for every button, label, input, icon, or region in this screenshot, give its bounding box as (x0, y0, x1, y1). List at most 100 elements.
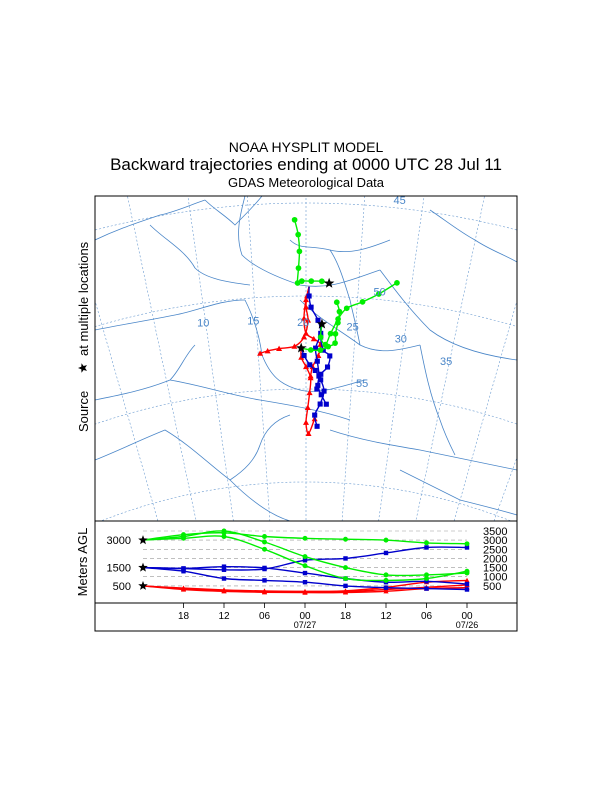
square-marker (312, 367, 318, 374)
parallel (95, 295, 517, 327)
square-marker (301, 352, 307, 359)
square-marker (314, 423, 320, 429)
longitude-label: 30 (395, 334, 407, 346)
circle-marker (464, 568, 470, 574)
meridian (127, 196, 197, 521)
source-star (316, 318, 328, 329)
coastline (204, 196, 263, 226)
meridian (95, 299, 159, 521)
circle-marker (333, 299, 340, 306)
triangle-marker (305, 430, 312, 437)
circle-marker (343, 576, 348, 582)
time-axis-frame (94, 602, 518, 632)
time-tick-label: 12 (380, 611, 392, 622)
square-marker (317, 401, 323, 407)
border (329, 249, 361, 346)
triangle-marker (309, 363, 316, 370)
square-marker (302, 579, 308, 585)
y-axis-label: Meters AGL (75, 528, 90, 597)
circle-marker (295, 265, 302, 271)
square-marker (424, 586, 429, 591)
time-tick-label: 06 (421, 611, 433, 622)
triangle-marker (180, 586, 187, 592)
latitude-label: 55 (356, 378, 368, 390)
time-tick-label: 18 (340, 611, 352, 622)
circle-marker (327, 330, 334, 337)
circle-marker (221, 530, 227, 536)
date-label: 07/27 (294, 620, 317, 630)
circle-marker (221, 534, 227, 539)
triangle-marker (302, 590, 308, 595)
square-marker (343, 583, 348, 589)
longitude-label: 10 (197, 318, 209, 330)
side-label-suffix: at multiple locations (76, 241, 91, 356)
circle-marker (375, 291, 382, 297)
square-marker (315, 317, 321, 323)
circle-marker (318, 278, 325, 285)
border (244, 299, 366, 392)
circle-marker (383, 537, 389, 543)
square-marker (314, 386, 320, 392)
square-marker (318, 371, 324, 377)
source-height-star (138, 580, 148, 590)
longitude-label: 15 (247, 316, 259, 328)
date-label: 07/26 (456, 620, 479, 630)
meridian (453, 299, 517, 521)
square-marker (302, 558, 308, 563)
circle-marker (464, 541, 470, 547)
triangle-marker (261, 589, 268, 595)
square-marker (464, 545, 470, 550)
map-panel (0, 110, 612, 521)
square-marker (424, 545, 429, 550)
latitude-label: 45 (394, 195, 406, 207)
square-marker (343, 556, 348, 561)
right-axis-tick-label: 2000 (483, 553, 507, 565)
meridian (341, 196, 366, 521)
triangle-marker (303, 330, 309, 336)
square-marker (307, 362, 313, 368)
square-marker (262, 566, 267, 572)
triangle-marker (301, 333, 308, 340)
circle-marker (359, 299, 366, 305)
coastline (329, 429, 517, 471)
time-tick-label: 06 (259, 611, 271, 622)
square-marker (314, 358, 320, 364)
chart-subtitle: Backward trajectories ending at 0000 UTC… (110, 155, 502, 174)
square-marker (383, 550, 389, 556)
circle-marker (294, 280, 301, 286)
square-marker (262, 578, 267, 583)
square-marker (221, 576, 227, 581)
right-axis-tick-label: 1500 (483, 563, 507, 575)
square-marker (383, 585, 389, 590)
time-tick-label: 00 (461, 611, 473, 622)
triangle-marker (291, 343, 298, 349)
square-marker (318, 392, 324, 398)
latitude-label: 50 (374, 286, 386, 298)
circle-marker (291, 216, 298, 223)
triangle-marker (304, 404, 311, 411)
circle-marker (424, 572, 429, 578)
source-side-label: Source at multiple locations (76, 241, 91, 432)
coastline (289, 239, 391, 253)
triangle-marker (306, 389, 313, 396)
square-marker (221, 567, 227, 572)
circle-marker (262, 534, 267, 539)
parallel (0, 110, 612, 218)
circle-marker (383, 577, 389, 583)
circle-marker (394, 279, 400, 286)
circle-marker (383, 572, 389, 578)
source-height-star (138, 535, 148, 545)
circle-marker (336, 308, 343, 315)
square-marker (302, 570, 308, 576)
triangle-marker (464, 577, 470, 583)
triangle-marker (298, 354, 305, 360)
square-marker (318, 377, 324, 383)
triangle-marker (303, 419, 309, 425)
square-marker (308, 304, 314, 310)
triangle-marker (342, 589, 349, 595)
met-data-label: GDAS Meteorological Data (227, 175, 385, 190)
circle-marker (302, 535, 308, 541)
circle-marker (262, 546, 267, 552)
triangle-marker (264, 348, 271, 354)
